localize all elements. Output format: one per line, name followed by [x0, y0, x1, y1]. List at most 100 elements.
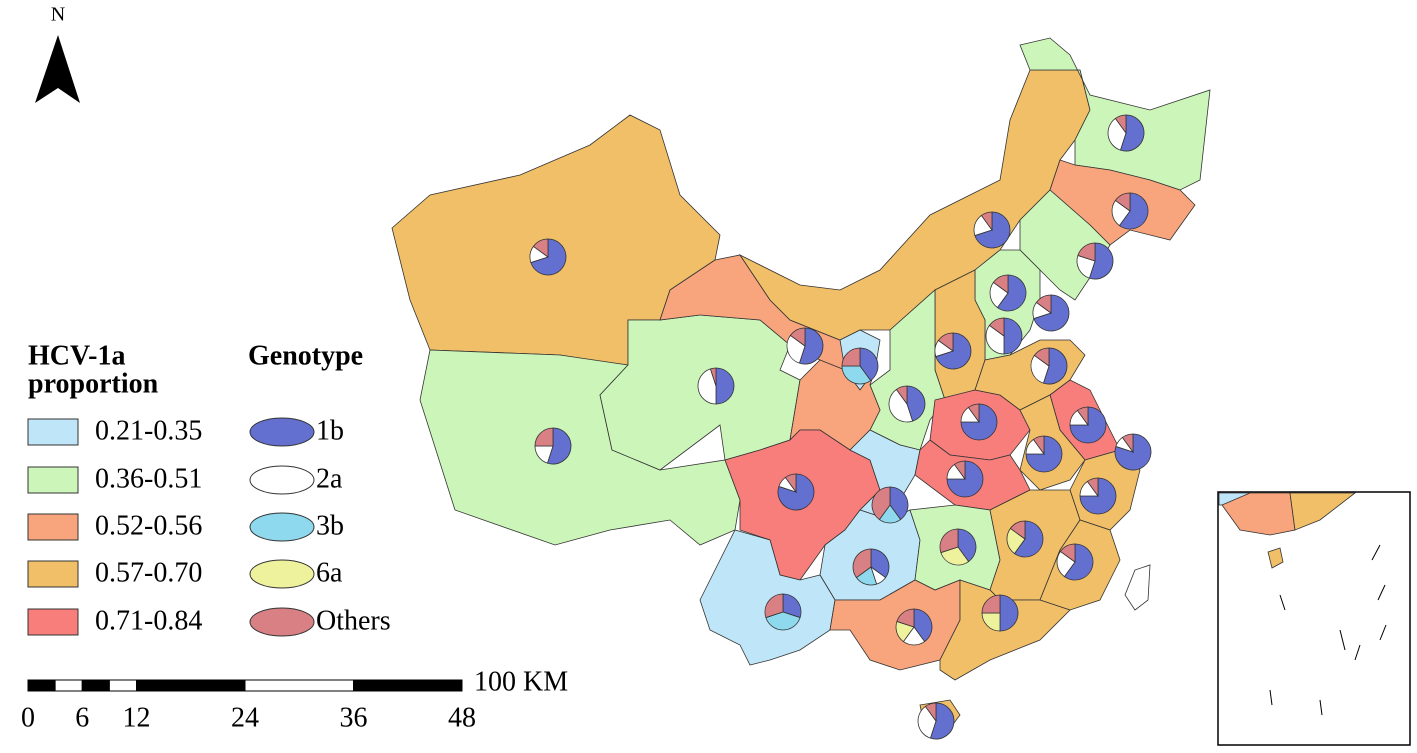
inset: [1217, 491, 1411, 746]
pie-slice: [1114, 192, 1131, 212]
scale-segment: [136, 679, 246, 692]
pie-slice: [1118, 192, 1149, 230]
pie-slice: [1114, 114, 1127, 135]
pie-slice: [852, 548, 872, 579]
province: [1267, 547, 1284, 569]
pie-slice: [940, 546, 970, 566]
pie-slice: [871, 486, 891, 521]
pie-slice: [765, 611, 801, 631]
north-arrow: [35, 35, 80, 103]
scale-segment: [54, 679, 83, 692]
pie-slice: [957, 528, 977, 563]
inset-islands: [1269, 544, 1387, 716]
pie-slice: [981, 594, 1001, 614]
scale-unit: 100 KM: [474, 666, 568, 697]
pie-slice: [841, 365, 872, 385]
legend-swatch: [27, 608, 79, 636]
scale-tick-label: 0: [21, 702, 35, 733]
pie-slice: [1077, 242, 1096, 262]
legend-label: 0.52-0.56: [95, 510, 202, 541]
scale-segment: [81, 679, 110, 692]
pie-slice: [917, 705, 937, 739]
legend-title: Genotype: [248, 340, 363, 371]
legend-label: 0.57-0.70: [95, 557, 202, 588]
pies: [529, 114, 1152, 740]
pie-slice: [532, 238, 549, 258]
pie-slice: [888, 388, 914, 423]
pie-slice: [1076, 406, 1089, 427]
pie-slice: [764, 593, 784, 619]
scale-segment: [353, 679, 463, 692]
legend-label: 1b: [316, 415, 344, 446]
pie-slice: [1030, 354, 1050, 384]
scale-tick-label: 6: [75, 702, 89, 733]
pie-slice: [1107, 117, 1127, 151]
pie-slice: [980, 211, 993, 232]
pie-slice: [1086, 477, 1099, 498]
pie-slice: [1003, 317, 1023, 355]
pie-slice: [1033, 347, 1050, 367]
pie-slice: [715, 367, 735, 405]
legend-label: 6a: [316, 557, 343, 588]
legend-swatch: [249, 465, 315, 495]
legend-title: proportion: [28, 368, 159, 399]
north-label: N: [51, 4, 65, 26]
pie-slice: [1059, 543, 1076, 563]
pie-slice: [985, 324, 1005, 355]
legend-swatch: [249, 512, 315, 542]
legend-label: 0.36-0.51: [95, 463, 202, 494]
legend-swatch: [27, 466, 79, 494]
pie-slice: [1121, 433, 1134, 454]
pie-slice: [1032, 435, 1045, 456]
pie-slice: [534, 427, 554, 447]
legend-label: 3b: [316, 510, 344, 541]
pie-slice: [992, 274, 1009, 294]
pie-slice: [1009, 520, 1026, 540]
pie-slice: [889, 486, 909, 521]
pie-slice: [939, 528, 959, 554]
legend-swatch: [27, 418, 79, 446]
pie-slice: [870, 548, 890, 579]
pie-slice: [988, 317, 1005, 337]
province: [1019, 37, 1211, 191]
legend-swatch: [27, 560, 79, 588]
pie-slice: [789, 327, 806, 347]
pie-slice: [953, 460, 966, 481]
scale-tick-label: 24: [231, 702, 259, 733]
legend-swatch: [249, 559, 315, 589]
pie-slice: [709, 367, 717, 387]
pie-slice: [697, 368, 717, 405]
pie-slice: [786, 334, 806, 364]
legend-swatch: [249, 607, 315, 637]
pie-slice: [1063, 543, 1094, 581]
island: [1124, 564, 1151, 611]
pie-slice: [896, 608, 915, 628]
scale-tick-label: 12: [123, 702, 151, 733]
legend-label: 0.21-0.35: [95, 415, 202, 446]
scale-segment: [108, 679, 137, 692]
pie-slice: [859, 347, 879, 382]
pie-slice: [784, 473, 797, 494]
pie-slice: [996, 274, 1027, 312]
scale-segment: [244, 679, 354, 692]
legend-label: 2a: [316, 463, 343, 494]
pie-slice: [782, 593, 802, 619]
scale-bar: 0 6 12 24 36 48 100 KM: [21, 666, 568, 733]
pie-slice: [967, 403, 980, 424]
inset-frame: [1217, 491, 1411, 746]
scale-tick-label: 36: [340, 702, 368, 733]
province: [1289, 492, 1357, 531]
legend-label: Others: [316, 605, 391, 636]
legend-swatch: [27, 513, 79, 541]
pie-slice: [999, 594, 1019, 632]
pie-slice: [841, 347, 861, 367]
pie-slice: [895, 385, 908, 406]
pie-slice: [906, 385, 926, 422]
pie-slice: [937, 332, 954, 352]
pie-slice: [913, 608, 933, 643]
legend-label: 0.71-0.84: [95, 605, 202, 636]
scale-tick-label: 48: [448, 702, 476, 733]
pie-slice: [1013, 520, 1044, 558]
